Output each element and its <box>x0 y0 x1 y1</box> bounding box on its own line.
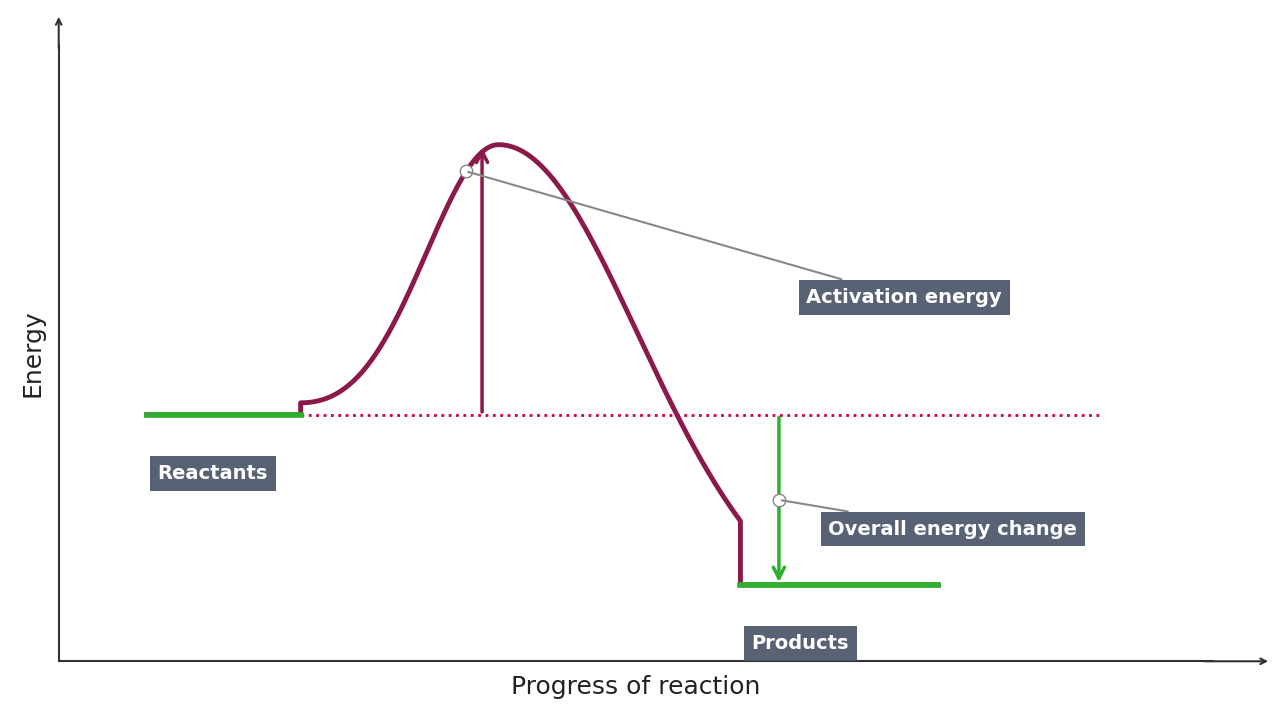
Text: Overall energy change: Overall energy change <box>782 500 1078 539</box>
Y-axis label: Energy: Energy <box>20 310 45 397</box>
Text: Products: Products <box>751 634 849 653</box>
X-axis label: Progress of reaction: Progress of reaction <box>511 675 760 699</box>
Text: Activation energy: Activation energy <box>468 172 1002 307</box>
Text: Reactants: Reactants <box>157 464 268 483</box>
